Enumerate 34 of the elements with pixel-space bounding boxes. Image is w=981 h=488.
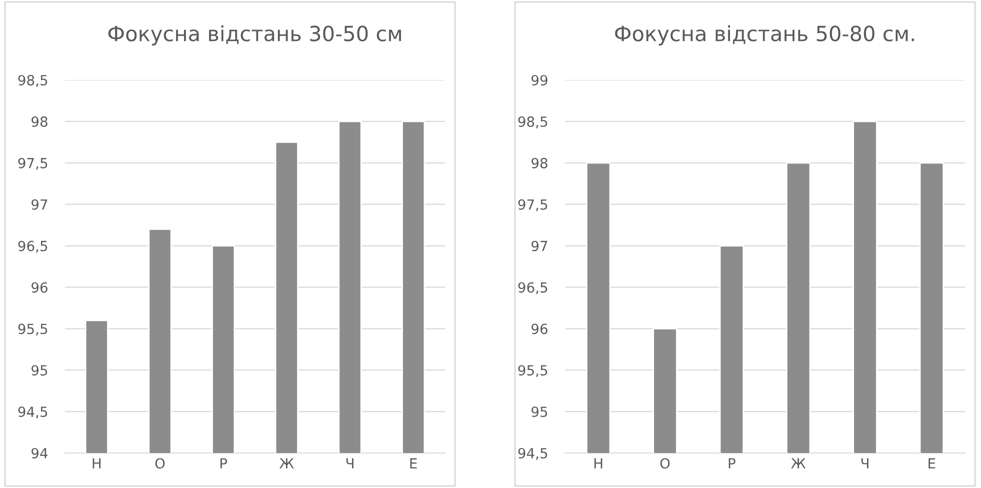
y-tick-label: 97,5 (518, 199, 548, 212)
y-tick-label: 95,5 (518, 365, 548, 377)
x-tick-label: Е (410, 458, 417, 468)
x-tick-label: Ж (279, 458, 294, 468)
y-tick-label: 95,5 (18, 324, 48, 336)
chart-title: Фокусна відстань 50-80 см. (615, 25, 914, 46)
y-tick-label: 94,5 (18, 406, 48, 418)
y-tick-label: 94 (32, 448, 48, 458)
x-tick-label: Р (220, 458, 228, 468)
y-tick-label: 95 (532, 406, 548, 418)
y-tick-label: 94,5 (518, 448, 548, 460)
x-tick-label: Е (928, 458, 936, 468)
x-tick-label: О (155, 458, 165, 469)
x-tick-label: Н (92, 458, 101, 468)
y-tick-label: 95 (32, 365, 48, 376)
y-tick-label: 96 (32, 282, 48, 293)
y-tick-label: 98,5 (518, 116, 548, 128)
y-tick-label: 96,5 (18, 240, 48, 253)
y-tick-label: 99 (532, 74, 548, 86)
x-tick-label: Ч (346, 458, 354, 468)
y-tick-label: 97 (532, 240, 548, 252)
x-tick-label: Ж (791, 458, 806, 468)
y-tick-label: 96,5 (518, 282, 548, 294)
x-tick-label: О (660, 458, 670, 469)
y-tick-label: 98 (32, 116, 48, 127)
y-tick-label: 97 (32, 199, 48, 210)
y-tick-label: 98 (532, 158, 548, 168)
y-tick-label: 97,5 (18, 158, 48, 170)
y-tick-label: 96 (532, 324, 548, 334)
x-tick-label: Н (594, 458, 602, 468)
y-tick-label: 98,5 (18, 74, 48, 87)
chart-title: Фокусна відстань 30-50 см (108, 25, 401, 46)
x-tick-label: Ч (861, 458, 868, 468)
x-tick-label: Р (728, 458, 736, 468)
